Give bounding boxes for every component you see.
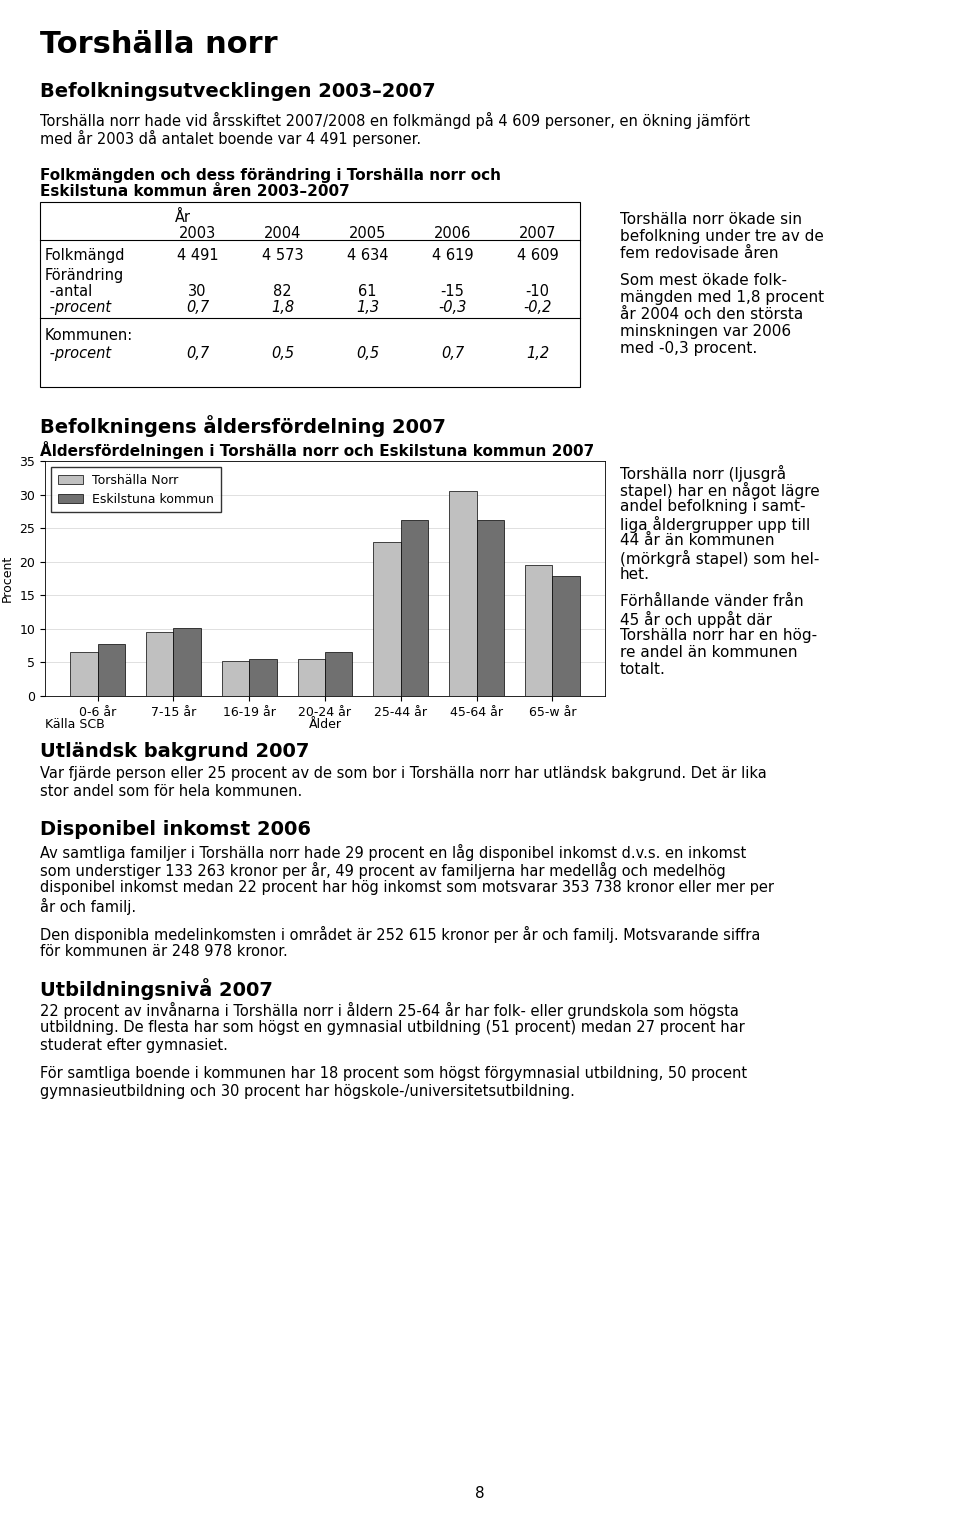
- Text: År: År: [175, 210, 191, 225]
- Text: Förändring: Förändring: [45, 267, 124, 283]
- Text: Av samtliga familjer i Torshälla norr hade 29 procent en låg disponibel inkomst : Av samtliga familjer i Torshälla norr ha…: [40, 845, 746, 861]
- Text: Som mest ökade folk-: Som mest ökade folk-: [620, 273, 787, 289]
- Bar: [476, 519, 504, 696]
- Bar: [98, 644, 125, 696]
- Text: 0,7: 0,7: [441, 346, 464, 362]
- Text: år 2004 och den största: år 2004 och den största: [620, 307, 804, 322]
- Bar: [70, 652, 98, 696]
- Text: Eskilstuna kommun åren 2003–2007: Eskilstuna kommun åren 2003–2007: [40, 184, 349, 199]
- Text: 30: 30: [188, 284, 206, 299]
- Text: 2007: 2007: [518, 226, 556, 242]
- Text: år och familj.: år och familj.: [40, 898, 136, 914]
- Text: 45 år och uppåt där: 45 år och uppåt där: [620, 611, 772, 627]
- Text: Utländsk bakgrund 2007: Utländsk bakgrund 2007: [40, 741, 309, 761]
- Text: För samtliga boende i kommunen har 18 procent som högst förgymnasial utbildning,: För samtliga boende i kommunen har 18 pr…: [40, 1066, 747, 1082]
- Text: 1,3: 1,3: [356, 299, 379, 314]
- Text: 4 609: 4 609: [516, 248, 559, 263]
- Bar: [40, 202, 580, 387]
- Text: mängden med 1,8 procent: mängden med 1,8 procent: [620, 290, 824, 305]
- Bar: [552, 577, 580, 696]
- Text: 0,5: 0,5: [356, 346, 379, 362]
- Text: Var fjärde person eller 25 procent av de som bor i Torshälla norr har utländsk b: Var fjärde person eller 25 procent av de…: [40, 766, 767, 781]
- Text: 4 573: 4 573: [262, 248, 303, 263]
- Text: 4 619: 4 619: [432, 248, 473, 263]
- Text: liga åldergrupper upp till: liga åldergrupper upp till: [620, 516, 810, 533]
- Text: Åldersfördelningen i Torshälla norr och Eskilstuna kommun 2007: Åldersfördelningen i Torshälla norr och …: [40, 441, 594, 459]
- Text: Disponibel inkomst 2006: Disponibel inkomst 2006: [40, 820, 311, 838]
- Bar: [325, 652, 352, 696]
- Text: 61: 61: [358, 284, 376, 299]
- Text: re andel än kommunen: re andel än kommunen: [620, 646, 798, 659]
- Text: Torshälla norr ökade sin: Torshälla norr ökade sin: [620, 213, 802, 226]
- Text: gymnasieutbildning och 30 procent har högskole-/universitetsutbildning.: gymnasieutbildning och 30 procent har hö…: [40, 1085, 575, 1100]
- Text: Befolkningsutvecklingen 2003–2007: Befolkningsutvecklingen 2003–2007: [40, 82, 436, 100]
- Text: 22 procent av invånarna i Torshälla norr i åldern 25-64 år har folk- eller grund: 22 procent av invånarna i Torshälla norr…: [40, 1003, 739, 1019]
- Text: minskningen var 2006: minskningen var 2006: [620, 324, 791, 339]
- Text: stor andel som för hela kommunen.: stor andel som för hela kommunen.: [40, 784, 302, 799]
- Text: Befolkningens åldersfördelning 2007: Befolkningens åldersfördelning 2007: [40, 415, 445, 437]
- Text: (mörkgrå stapel) som hel-: (mörkgrå stapel) som hel-: [620, 550, 820, 567]
- Bar: [400, 519, 428, 696]
- Text: -procent: -procent: [45, 346, 111, 362]
- Text: 2004: 2004: [264, 226, 301, 242]
- Text: som understiger 133 263 kronor per år, 49 procent av familjerna har medellåg och: som understiger 133 263 kronor per år, 4…: [40, 861, 726, 880]
- Text: 4 634: 4 634: [347, 248, 388, 263]
- Text: Kommunen:: Kommunen:: [45, 328, 133, 343]
- Text: för kommunen är 248 978 kronor.: för kommunen är 248 978 kronor.: [40, 943, 288, 958]
- Text: med år 2003 då antalet boende var 4 491 personer.: med år 2003 då antalet boende var 4 491 …: [40, 131, 421, 147]
- Bar: [222, 661, 250, 696]
- Text: Källa SCB: Källa SCB: [45, 718, 105, 731]
- Text: Utbildningsnivå 2007: Utbildningsnivå 2007: [40, 978, 273, 1000]
- Text: -0,2: -0,2: [523, 299, 552, 314]
- Text: med -0,3 procent.: med -0,3 procent.: [620, 340, 757, 355]
- Text: 82: 82: [274, 284, 292, 299]
- Text: -0,3: -0,3: [439, 299, 467, 314]
- Text: -antal: -antal: [45, 284, 92, 299]
- Y-axis label: Procent: Procent: [1, 554, 13, 602]
- Bar: [449, 491, 476, 696]
- Text: Förhållande vänder från: Förhållande vänder från: [620, 594, 804, 609]
- Text: -10: -10: [525, 284, 549, 299]
- Text: utbildning. De flesta har som högst en gymnasial utbildning (51 procent) medan 2: utbildning. De flesta har som högst en g…: [40, 1019, 745, 1034]
- Text: -15: -15: [441, 284, 465, 299]
- Text: 2006: 2006: [434, 226, 471, 242]
- Text: Torshälla norr (ljusgrå: Torshälla norr (ljusgrå: [620, 465, 786, 482]
- Text: het.: het.: [620, 567, 650, 582]
- Text: Den disponibla medelinkomsten i området är 252 615 kronor per år och familj. Mot: Den disponibla medelinkomsten i området …: [40, 927, 760, 943]
- Text: 8: 8: [475, 1486, 485, 1501]
- Text: 1,2: 1,2: [526, 346, 549, 362]
- Text: -procent: -procent: [45, 299, 111, 314]
- Text: stapel) har en något lägre: stapel) har en något lägre: [620, 482, 820, 500]
- Bar: [373, 542, 400, 696]
- Text: Torshälla norr har en hög-: Torshälla norr har en hög-: [620, 627, 817, 643]
- Text: 1,8: 1,8: [271, 299, 294, 314]
- Text: 44 år än kommunen: 44 år än kommunen: [620, 533, 775, 548]
- Bar: [250, 659, 276, 696]
- Text: 2003: 2003: [179, 226, 216, 242]
- Text: 0,7: 0,7: [186, 346, 209, 362]
- Text: studerat efter gymnasiet.: studerat efter gymnasiet.: [40, 1037, 228, 1053]
- Text: Torshälla norr: Torshälla norr: [40, 30, 277, 59]
- Text: totalt.: totalt.: [620, 662, 666, 677]
- Bar: [174, 627, 201, 696]
- Text: Folkmängd: Folkmängd: [45, 248, 126, 263]
- Text: andel befolkning i samt-: andel befolkning i samt-: [620, 500, 805, 513]
- Bar: [525, 565, 552, 696]
- Text: Torshälla norr hade vid årsskiftet 2007/2008 en folkmängd på 4 609 personer, en : Torshälla norr hade vid årsskiftet 2007/…: [40, 112, 750, 129]
- Text: 2005: 2005: [348, 226, 386, 242]
- Text: Ålder: Ålder: [308, 718, 342, 731]
- Text: Folkmängden och dess förändring i Torshälla norr och: Folkmängden och dess förändring i Torshä…: [40, 169, 501, 182]
- Text: 0,7: 0,7: [186, 299, 209, 314]
- Bar: [298, 659, 325, 696]
- Text: 4 491: 4 491: [177, 248, 218, 263]
- Bar: [146, 632, 174, 696]
- Legend: Torshälla Norr, Eskilstuna kommun: Torshälla Norr, Eskilstuna kommun: [51, 468, 221, 512]
- Text: fem redovisade åren: fem redovisade åren: [620, 246, 779, 261]
- Text: 0,5: 0,5: [271, 346, 294, 362]
- Text: disponibel inkomst medan 22 procent har hög inkomst som motsvarar 353 738 kronor: disponibel inkomst medan 22 procent har …: [40, 880, 774, 895]
- Text: befolkning under tre av de: befolkning under tre av de: [620, 229, 824, 245]
